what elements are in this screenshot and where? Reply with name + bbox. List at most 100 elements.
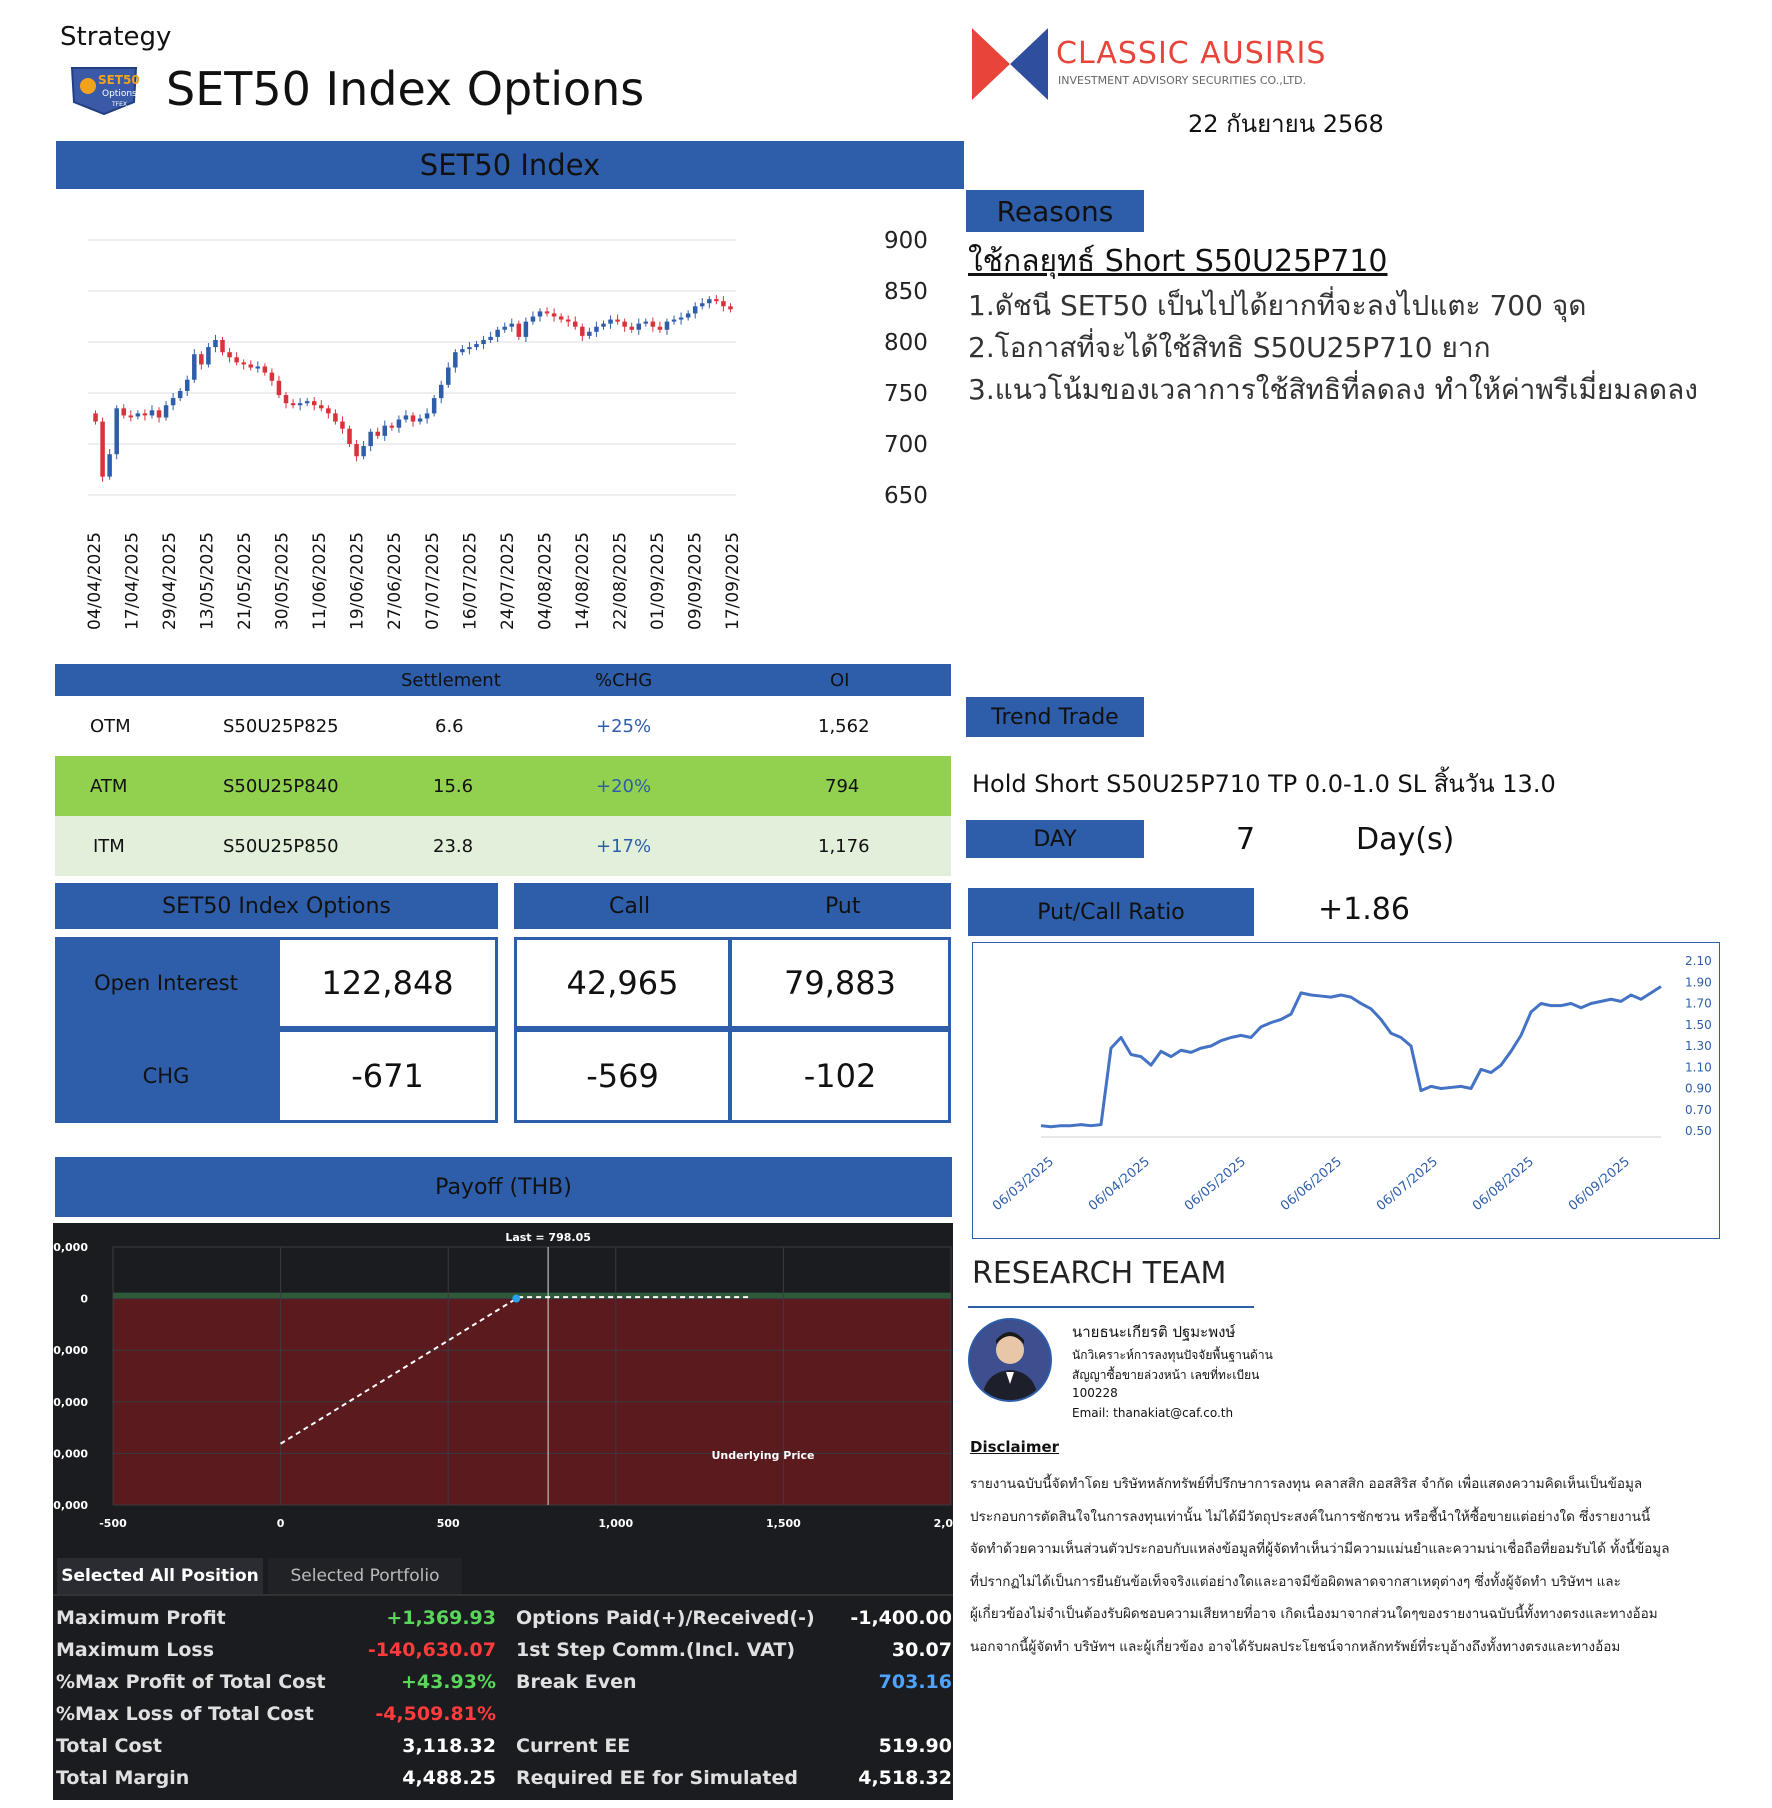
stat-row [516,1698,952,1730]
analyst-reg-no: 100228 [1072,1386,1118,1400]
tab-underline [53,1594,953,1596]
payoff-stats-right: Options Paid(+)/Received(-) -1,400.00 1st … [516,1602,952,1794]
settlement-cell: 23.8 [433,836,474,857]
x-tick-label: 500 [437,1517,460,1530]
oi-header: OI [830,669,850,691]
stat-label: Required EE for Simulated [516,1767,798,1789]
candle-body [608,319,613,324]
x-tick-label: 09/09/2025 [685,532,705,630]
candle-body [121,408,127,416]
chg-total-cell: -671 [277,1029,498,1123]
x-tick-label: 29/04/2025 [160,532,180,630]
y-tick-label: -100,000 [53,1396,88,1409]
candle-body [100,421,105,477]
candle-body [156,410,162,418]
chg-row-label-cell: CHG [55,1029,277,1123]
candle-body [375,431,380,436]
candle-body [403,415,409,420]
oi-total-value: 122,848 [321,964,454,1002]
candle-body [587,331,592,336]
candle-body [565,319,571,322]
candle-body [544,311,550,314]
pcr-label: Put/Call Ratio [1037,899,1185,925]
analyst-avatar [968,1318,1052,1402]
candle-body [573,321,578,327]
x-tick-label: 13/05/2025 [198,532,218,630]
chg-cell: +20% [596,776,652,797]
y-tick-label: 50,000 [53,1241,88,1254]
x-tick-label: 06/04/2025 [1086,1154,1153,1214]
candle-body [206,347,211,365]
y-tick-label: 650 [884,483,928,509]
x-tick-label: 11/06/2025 [310,532,330,630]
reasons-label: Reasons [996,194,1114,228]
candle-body [389,425,395,428]
stat-label: Break Even [516,1671,637,1693]
set50-candlestick-chart: 900 850 800 750 700 650 04/04/2025 17/04/2025 29… [85,228,928,630]
candle-body [678,317,684,320]
trend-trade-label: Trend Trade [991,704,1119,730]
y-tick-label: -200,000 [53,1499,88,1512]
x-tick-label: 27/06/2025 [385,532,405,630]
svg-text:SET50: SET50 [98,73,140,87]
candle-body [714,299,719,302]
index-chart-title: SET50 Index [419,148,601,182]
x-tick-label: 2,000 [934,1517,953,1530]
profit-region [113,1292,951,1299]
candle-body [523,321,529,337]
stat-row: Total Cost 3,118.32 [56,1730,496,1762]
call-put-header-bar: Call Put [514,883,951,929]
oi-cell: 794 [825,776,860,797]
stat-value: 703.16 [878,1671,952,1693]
stat-label: Options Paid(+)/Received(-) [516,1607,815,1629]
options-table-header: Settlement %CHG OI [55,664,951,696]
oi-cell: 1,176 [818,836,870,857]
x-tick-label: 1,000 [598,1517,633,1530]
reason-point-1: 1.ดัชนี SET50 เป็นไปได้ยากที่จะลงไปแตะ 7… [968,289,1587,322]
pcr-value: +1.86 [1318,892,1410,927]
candle-body [361,446,366,457]
candle-body [699,303,705,307]
stat-value: 30.07 [891,1639,952,1661]
candle-body [297,403,303,406]
series-cell: S50U25P850 [223,836,339,857]
candle-body [495,329,500,337]
tab-selected-all-position[interactable]: Selected All Position [57,1558,263,1594]
y-tick-label: 850 [884,279,928,305]
page-title: SET50 Index Options [166,62,645,116]
x-tick-label: 21/05/2025 [235,532,255,630]
oi-call-value: 42,965 [566,964,679,1002]
x-tick-label: 06/03/2025 [990,1154,1057,1214]
candle-body [474,344,479,348]
stat-row: Required EE for Simulated 4,518.32 [516,1762,952,1794]
candle-body [594,326,599,332]
x-tick-label: 24/07/2025 [498,532,518,630]
candle-body [467,347,472,350]
candle-body [149,410,155,416]
x-tick-label: 06/08/2025 [1470,1154,1537,1214]
table-row: ATM S50U25P840 15.6 +20% 794 [55,756,951,816]
table-row: ITM S50U25P850 23.8 +17% 1,176 [55,816,951,876]
disclaimer-line: รายงานฉบับนี้จัดทำโดย บริษัทหลักทรัพย์ที… [970,1476,1643,1492]
day-value: 7 [1236,822,1256,857]
candle-body [509,323,515,327]
put-call-ratio-chart: 2.10 1.90 1.70 1.50 1.30 1.10 0.90 0.70 0.50 06/0… [972,942,1720,1239]
payoff-chart: 50,000 0 -50,000 -100,000 -150,000 -200,000 -5… [53,1231,953,1530]
day-unit: Day(s) [1356,822,1455,857]
tab-selected-portfolio[interactable]: Selected Portfolio [268,1558,462,1594]
candle-body [326,408,331,414]
x-tick-label: 17/04/2025 [123,532,143,630]
candle-body [707,299,712,304]
oi-put-value: 79,883 [784,964,896,1002]
y-tick-label: 1.90 [1685,975,1712,989]
candle-body [255,366,261,369]
candle-body [431,398,437,414]
candle-body [368,431,373,447]
company-subtitle: INVESTMENT ADVISORY SECURITIES CO.,LTD. [1058,74,1307,87]
options-table: Settlement %CHG OI OTM S50U25P825 6.6 +2… [55,664,951,876]
x-tick-label: 06/07/2025 [1374,1154,1441,1214]
x-tick-label: 06/05/2025 [1182,1154,1249,1214]
put-label: Put [825,893,861,919]
candle-body [170,398,176,406]
candle-body [184,379,190,391]
